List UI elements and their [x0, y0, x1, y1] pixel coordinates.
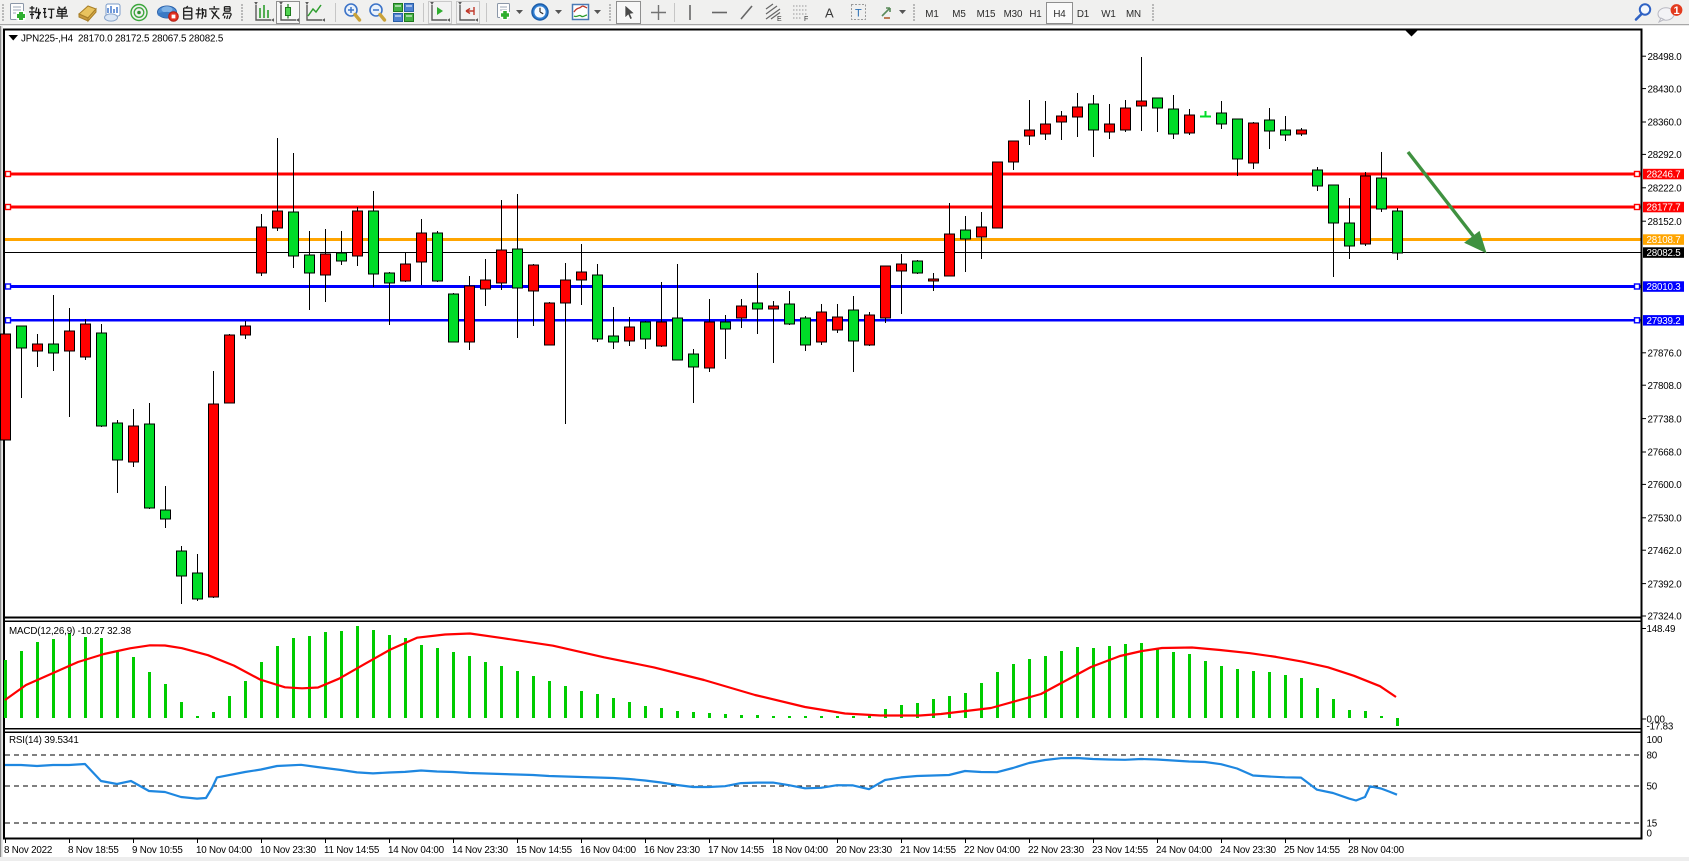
svg-text:22 Nov 23:30: 22 Nov 23:30: [1028, 845, 1085, 856]
svg-text:10 Nov 04:00: 10 Nov 04:00: [196, 845, 253, 856]
svg-text:W1: W1: [1101, 9, 1116, 20]
svg-text:27808.0: 27808.0: [1648, 381, 1683, 392]
svg-text:27876.0: 27876.0: [1648, 349, 1683, 360]
svg-text:M5: M5: [952, 9, 966, 20]
svg-text:80: 80: [1647, 751, 1658, 762]
svg-text:28430.0: 28430.0: [1648, 84, 1683, 95]
svg-text:22 Nov 04:00: 22 Nov 04:00: [964, 845, 1021, 856]
svg-text:11 Nov 14:55: 11 Nov 14:55: [324, 845, 380, 856]
svg-text:25 Nov 14:55: 25 Nov 14:55: [1284, 845, 1341, 856]
svg-text:28152.0: 28152.0: [1648, 217, 1683, 228]
svg-text:-17.83: -17.83: [1647, 722, 1674, 733]
svg-text:148.49: 148.49: [1647, 624, 1676, 635]
svg-text:10 Nov 23:30: 10 Nov 23:30: [260, 845, 317, 856]
svg-text:16 Nov 23:30: 16 Nov 23:30: [644, 845, 701, 856]
svg-text:27939.2: 27939.2: [1647, 316, 1681, 327]
svg-text:23 Nov 14:55: 23 Nov 14:55: [1092, 845, 1149, 856]
svg-text:17 Nov 14:55: 17 Nov 14:55: [708, 845, 765, 856]
svg-text:H1: H1: [1029, 9, 1041, 20]
svg-text:28360.0: 28360.0: [1648, 118, 1683, 129]
svg-text:28 Nov 04:00: 28 Nov 04:00: [1348, 845, 1405, 856]
svg-text:0.00: 0.00: [1647, 715, 1666, 726]
svg-text:28010.3: 28010.3: [1647, 282, 1682, 293]
svg-text:14 Nov 23:30: 14 Nov 23:30: [452, 845, 509, 856]
svg-text:MACD(12,26,9) -10.27 32.38: MACD(12,26,9) -10.27 32.38: [9, 626, 132, 637]
svg-text:28108.7: 28108.7: [1647, 235, 1681, 246]
svg-text:D1: D1: [1077, 9, 1089, 20]
svg-text:20 Nov 23:30: 20 Nov 23:30: [836, 845, 893, 856]
svg-text:24 Nov 23:30: 24 Nov 23:30: [1220, 845, 1277, 856]
svg-text:28498.0: 28498.0: [1648, 52, 1683, 63]
svg-text:27530.0: 27530.0: [1648, 514, 1683, 525]
svg-text:21 Nov 14:55: 21 Nov 14:55: [900, 845, 957, 856]
svg-text:E: E: [777, 16, 782, 23]
svg-text:M15: M15: [977, 9, 996, 20]
svg-text:16 Nov 04:00: 16 Nov 04:00: [580, 845, 637, 856]
svg-text:9 Nov 10:55: 9 Nov 10:55: [132, 845, 183, 856]
svg-text:27392.0: 27392.0: [1648, 579, 1683, 590]
svg-text:1: 1: [1673, 5, 1679, 17]
svg-text:F: F: [804, 16, 808, 23]
svg-text:T: T: [855, 8, 862, 20]
svg-text:27668.0: 27668.0: [1648, 448, 1683, 459]
svg-text:18 Nov 04:00: 18 Nov 04:00: [772, 845, 829, 856]
svg-text:24 Nov 04:00: 24 Nov 04:00: [1156, 845, 1213, 856]
svg-text:28246.7: 28246.7: [1647, 170, 1681, 181]
svg-text:28292.0: 28292.0: [1648, 150, 1683, 161]
svg-text:14 Nov 04:00: 14 Nov 04:00: [388, 845, 445, 856]
svg-text:JPN225-,H4 28170.0 28172.5 28: JPN225-,H4 28170.0 28172.5 28067.5 28082…: [21, 34, 224, 45]
svg-text:A: A: [825, 6, 834, 21]
svg-text:28222.0: 28222.0: [1648, 184, 1683, 195]
svg-text:27738.0: 27738.0: [1648, 414, 1683, 425]
svg-text:RSI(14) 39.5341: RSI(14) 39.5341: [9, 735, 79, 746]
svg-text:28177.7: 28177.7: [1647, 203, 1681, 214]
svg-text:15: 15: [1647, 819, 1658, 830]
svg-text:27462.0: 27462.0: [1648, 546, 1683, 557]
svg-text:27324.0: 27324.0: [1648, 612, 1683, 623]
svg-text:50: 50: [1647, 782, 1658, 793]
svg-text:M30: M30: [1004, 9, 1023, 20]
svg-text:15 Nov 14:55: 15 Nov 14:55: [516, 845, 573, 856]
svg-text:100: 100: [1647, 735, 1663, 746]
svg-text:H4: H4: [1053, 9, 1066, 20]
svg-text:27600.0: 27600.0: [1648, 480, 1683, 491]
svg-text:0: 0: [1647, 829, 1653, 840]
svg-text:M1: M1: [925, 9, 938, 20]
svg-text:8 Nov 18:55: 8 Nov 18:55: [68, 845, 119, 856]
svg-text:28082.5: 28082.5: [1647, 248, 1682, 259]
svg-text:MN: MN: [1126, 9, 1141, 20]
svg-text:8 Nov 2022: 8 Nov 2022: [4, 845, 52, 856]
